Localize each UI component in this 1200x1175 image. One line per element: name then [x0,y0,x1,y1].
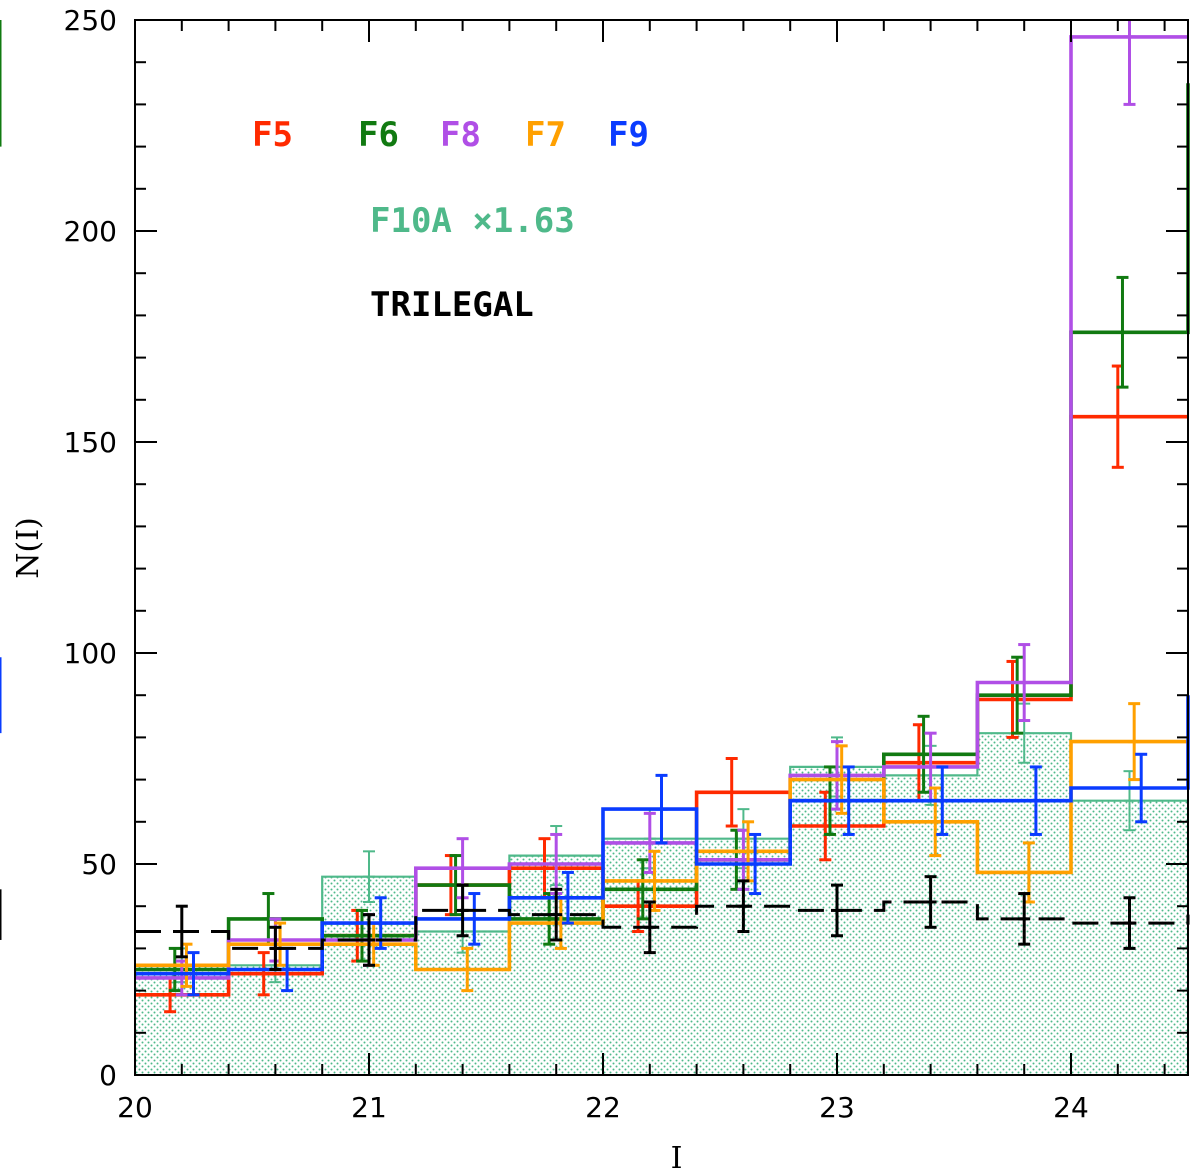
series-f6-errorbar [355,908,368,963]
y-tick-label: 100 [64,637,117,670]
series-trilegal-line [135,900,1190,950]
legend-f5: F5 [252,115,293,155]
series-f7-errorbar [1128,702,1141,782]
series-f6-errorbar [1011,655,1024,735]
legend-f8: F8 [440,115,481,155]
labels-layer: 20 21 22 23 24 0 50 100 150 200 250 I N(I) F5 F6 F8 F7 F9… [11,4,1089,1175]
series-f10a-errorbar [363,850,375,903]
series-layer [0,20,1190,1014]
legend-f6: F6 [358,115,399,155]
series-f5-errorbar [257,951,270,997]
series-trilegal-errorbar [363,913,375,967]
series-trilegal-errorbar [831,883,843,938]
series-trilegal-errorbar [456,883,469,938]
series-f6-errorbar [168,946,181,993]
series-f9 [0,657,1190,997]
series-f5-errorbar [725,757,738,828]
series-f9-errorbar [468,892,481,946]
legend-f9: F9 [608,115,649,155]
series-f6-errorbar [636,858,649,921]
series-f9-errorbar [749,832,762,896]
x-tick-label: 22 [585,1091,621,1124]
series-trilegal-errorbar [737,879,750,934]
legend-f10a: F10A ×1.63 [370,201,575,241]
series-f9-errorbar [1029,765,1042,836]
series-f7-line [135,739,1188,972]
legend-f7: F7 [525,115,566,155]
series-trilegal-errorbar [1018,892,1031,946]
series-f9-errorbar [936,765,949,836]
y-tick-label: 50 [81,848,117,881]
series-trilegal-errorbar [175,904,188,959]
series-f5-errorbar [1111,364,1124,469]
series-f9-errorbar [561,870,574,925]
y-tick-label: 200 [64,215,117,248]
series-f9-errorbar [1135,752,1148,824]
legend-trilegal: TRILEGAL [370,285,534,325]
x-tick-label: 20 [117,1091,153,1124]
series-f6-errorbar [543,892,556,946]
y-axis-label: N(I) [11,517,46,579]
reference-fill-layer [135,733,1188,1075]
y-tick-label: 250 [64,4,117,37]
series-f8-errorbar [1018,643,1031,723]
series-f9-errorbar [842,765,855,836]
series-f6-errorbar [1116,275,1129,389]
series-f10a-fill [135,733,1188,1075]
series-f8-errorbar [1123,20,1136,106]
axes-layer [134,19,1189,1076]
x-tick-label: 24 [1053,1091,1089,1124]
x-axis-label: I [671,1141,683,1175]
series-f8-errorbar [550,832,563,896]
series-trilegal-errorbar [269,925,282,971]
y-tick-label: 0 [99,1059,117,1092]
series-f7-errorbar [461,946,474,993]
x-tick-label: 21 [351,1091,387,1124]
series-trilegal-errorbar [550,887,563,942]
plot-frame [134,19,1189,1076]
series-trilegal-errorbar [1123,896,1136,950]
series-trilegal [0,875,1190,971]
series-trilegal-errorbar [924,875,937,929]
x-tick-label: 23 [819,1091,855,1124]
y-tick-label: 150 [64,426,117,459]
series-trilegal-errorbar [643,900,656,955]
series-f6-errorbar [917,714,930,794]
series-f9-errorbar [655,773,668,845]
series-f9-errorbar [187,951,200,997]
series-f8-errorbar [643,811,656,874]
